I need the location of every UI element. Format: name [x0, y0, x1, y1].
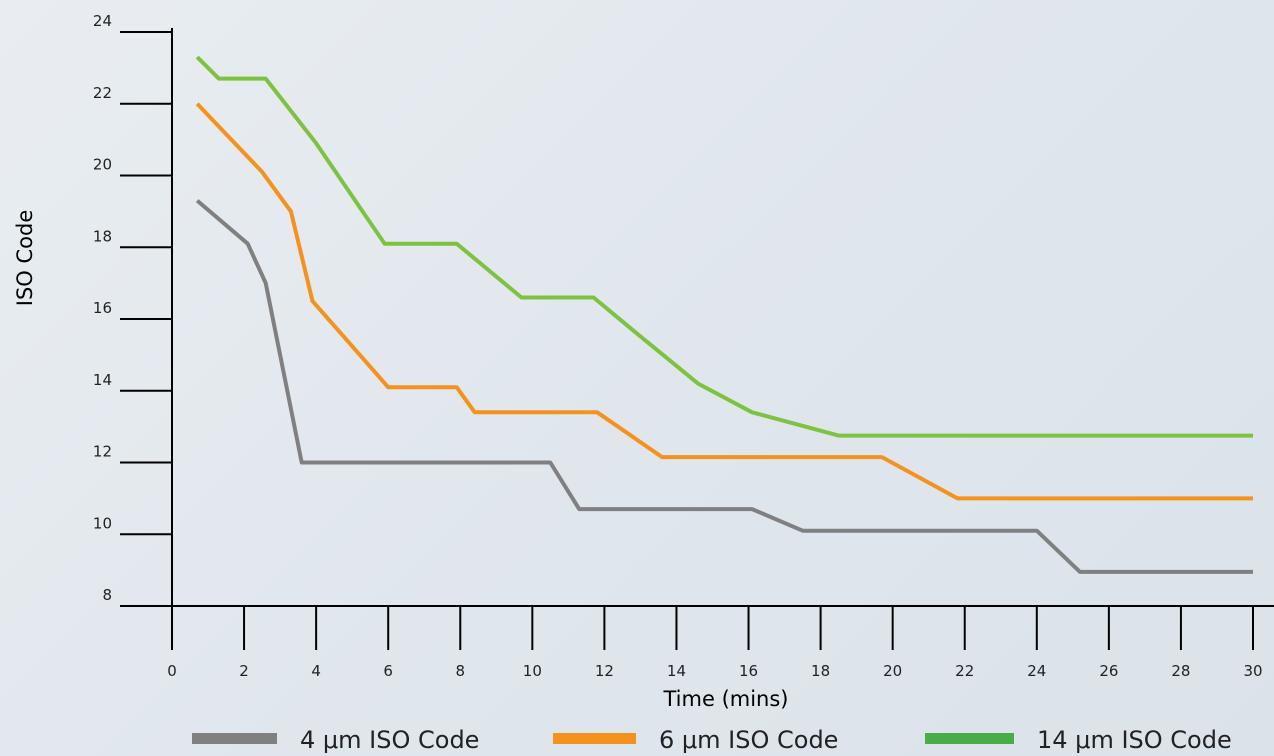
x-tick-label: 14	[667, 662, 686, 680]
series-line-0	[195, 199, 1253, 574]
legend-swatch-2	[925, 733, 1014, 744]
legend-swatch-1	[553, 733, 636, 744]
x-tick-label: 26	[1099, 662, 1118, 680]
legend: 4 μm ISO Code 6 μm ISO Code 14 μm ISO Code	[192, 726, 1232, 754]
y-tick-label: 10	[93, 514, 112, 532]
y-tick-label: 18	[93, 227, 112, 245]
y-tick-label: 16	[93, 299, 112, 317]
legend-swatch-0	[192, 733, 277, 744]
x-tick-label: 24	[1027, 662, 1046, 680]
x-tick-label: 20	[883, 662, 902, 680]
y-tick-label: 12	[93, 443, 112, 461]
x-tick-label: 6	[383, 662, 393, 680]
y-tick-label: 8	[102, 586, 112, 604]
y-tick-label: 14	[93, 371, 112, 389]
y-tick-label: 24	[93, 12, 112, 30]
x-tick-label: 8	[455, 662, 465, 680]
x-tick-label: 2	[239, 662, 249, 680]
x-tick-label: 0	[167, 662, 177, 680]
legend-label-0: 4 μm ISO Code	[300, 726, 479, 754]
x-axis-title: Time (mins)	[663, 687, 789, 711]
x-tick-label: 10	[523, 662, 542, 680]
x-tick-label: 12	[595, 662, 614, 680]
x-tick-label: 28	[1171, 662, 1190, 680]
legend-label-1: 6 μm ISO Code	[659, 726, 838, 754]
x-tick-label: 18	[811, 662, 830, 680]
series-line-2	[195, 55, 1253, 438]
series-line-1	[195, 102, 1253, 501]
y-axis-title: ISO Code	[13, 210, 37, 307]
y-tick-label: 22	[93, 84, 112, 102]
x-tick-label: 4	[311, 662, 321, 680]
series-lines	[195, 55, 1253, 574]
legend-label-2: 14 μm ISO Code	[1037, 726, 1232, 754]
x-tick-label: 30	[1243, 662, 1262, 680]
x-tick-label: 16	[739, 662, 758, 680]
x-tick-label: 22	[955, 662, 974, 680]
y-tick-label: 20	[93, 156, 112, 174]
